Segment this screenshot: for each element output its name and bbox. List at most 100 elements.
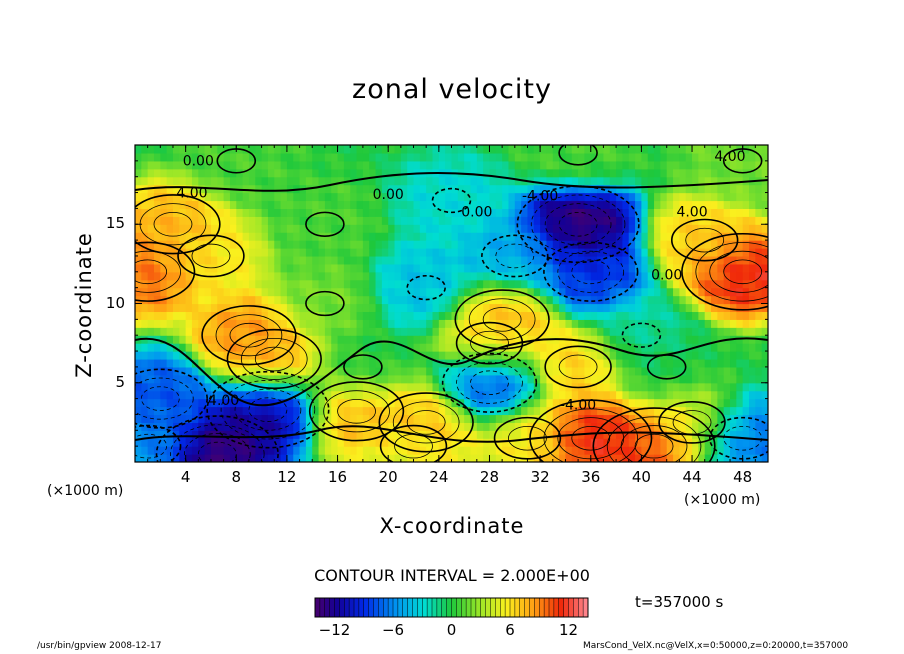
- field-cell: [343, 438, 351, 447]
- field-cell: [337, 454, 345, 462]
- field-cell: [191, 168, 199, 178]
- field-cell: [660, 255, 668, 265]
- field-cell: [559, 176, 567, 186]
- field-cell: [679, 224, 687, 233]
- field-cell: [432, 192, 440, 202]
- field-cell: [533, 422, 541, 431]
- field-cell: [527, 327, 535, 336]
- field-cell: [521, 271, 529, 281]
- field-cell: [552, 311, 560, 320]
- field-cell: [375, 279, 383, 289]
- field-cell: [147, 263, 155, 273]
- field-cell: [445, 398, 453, 408]
- field-cell: [160, 287, 168, 297]
- field-cell: [407, 327, 415, 336]
- field-cell: [571, 343, 579, 352]
- field-cell: [172, 430, 180, 439]
- field-cell: [679, 414, 687, 423]
- field-cell: [673, 168, 680, 178]
- field-cell: [559, 295, 567, 305]
- field-cell: [312, 248, 320, 257]
- field-cell: [356, 279, 364, 289]
- field-cell: [312, 160, 320, 170]
- field-cell: [369, 240, 377, 249]
- field-cell: [685, 232, 693, 241]
- field-cell: [217, 446, 225, 455]
- field-cell: [641, 366, 649, 376]
- field-cell: [508, 200, 516, 209]
- field-cell: [331, 406, 339, 416]
- field-cell: [318, 263, 326, 273]
- contour-label: 4.00: [714, 149, 745, 165]
- field-cell: [362, 327, 370, 336]
- field-cell: [312, 295, 320, 305]
- field-cell: [312, 287, 320, 297]
- field-cell: [451, 343, 459, 352]
- field-cell: [597, 358, 605, 368]
- field-cell: [540, 422, 548, 431]
- field-cell: [508, 438, 516, 447]
- field-cell: [704, 263, 712, 273]
- field-cell: [502, 208, 510, 217]
- field-cell: [590, 327, 598, 336]
- field-cell: [692, 168, 699, 178]
- field-cell: [337, 160, 345, 170]
- field-cell: [331, 232, 339, 241]
- field-cell: [312, 366, 320, 376]
- field-cell: [641, 414, 649, 423]
- field-cell: [698, 303, 706, 313]
- field-cell: [508, 263, 516, 273]
- field-cell: [388, 422, 396, 431]
- field-cell: [495, 335, 503, 344]
- field-cell: [609, 390, 617, 400]
- field-cell: [172, 168, 180, 178]
- field-cell: [147, 398, 155, 408]
- field-cell: [191, 160, 199, 170]
- colorbar-swatch: [558, 598, 564, 617]
- field-cell: [343, 382, 351, 392]
- field-cell: [723, 446, 731, 455]
- field-cell: [179, 232, 187, 241]
- field-cell: [673, 311, 680, 320]
- field-cell: [388, 145, 396, 154]
- field-cell: [293, 343, 301, 352]
- field-cell: [160, 327, 168, 336]
- field-cell: [508, 358, 516, 368]
- field-cell: [191, 192, 199, 202]
- field-cell: [495, 311, 503, 320]
- field-cell: [470, 343, 478, 352]
- field-cell: [369, 406, 377, 416]
- field-cell: [362, 168, 370, 178]
- contour-line: [557, 250, 625, 293]
- field-cell: [293, 287, 301, 297]
- field-cell: [274, 271, 282, 281]
- field-cell: [483, 160, 491, 170]
- colorbar-swatch: [505, 598, 511, 617]
- field-cell: [185, 279, 193, 289]
- field-cell: [584, 454, 592, 462]
- field-cell: [445, 216, 453, 225]
- field-cell: [717, 184, 725, 194]
- field-cell: [400, 287, 408, 297]
- field-cell: [559, 366, 567, 376]
- field-cell: [559, 152, 567, 162]
- field-cell: [356, 366, 364, 376]
- field-cell: [635, 335, 642, 344]
- colorbar-swatch: [393, 598, 399, 617]
- field-cell: [305, 358, 313, 368]
- field-cell: [464, 160, 472, 170]
- field-cell: [381, 176, 389, 186]
- field-cell: [324, 216, 332, 225]
- field-cell: [242, 152, 250, 162]
- field-cell: [673, 184, 680, 194]
- field-cell: [704, 279, 712, 289]
- field-cell: [293, 160, 301, 170]
- field-cell: [552, 168, 560, 178]
- field-cell: [749, 184, 756, 194]
- field-cell: [616, 351, 624, 360]
- field-cell: [388, 454, 396, 462]
- field-cell: [749, 422, 756, 431]
- field-cell: [483, 224, 491, 233]
- field-cell: [641, 160, 649, 170]
- field-cell: [274, 200, 282, 209]
